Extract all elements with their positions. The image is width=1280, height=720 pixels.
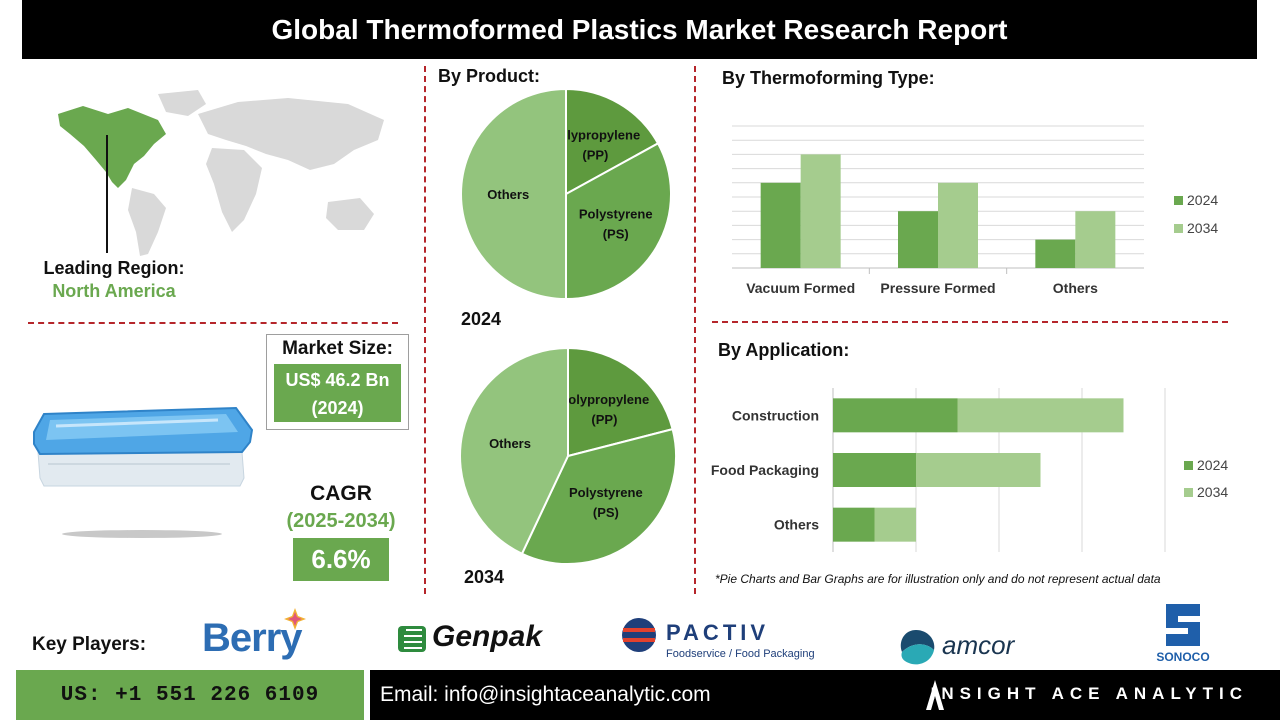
bar-2034 [874, 507, 916, 542]
bar-2034 [800, 154, 841, 268]
product-section-title: By Product: [438, 66, 541, 86]
pie-slice-polystyrene-ps [565, 142, 672, 301]
x-tick-label: Others [1053, 280, 1098, 296]
divider-left [424, 66, 426, 594]
cagr-value: 6.6% [293, 538, 389, 581]
divider-left-h [28, 322, 398, 324]
region-value: North America [52, 281, 176, 301]
pie-slice-polypropylene-pp [567, 346, 674, 458]
pie-label: Polypropylene [560, 392, 650, 407]
pactiv-logo: PACTIV Foodservice / Food Packaging [620, 614, 815, 664]
pactiv-tagline: Foodservice / Food Packaging [666, 648, 815, 660]
legend-swatch-2024 [1184, 461, 1193, 470]
legend-swatch-2024 [1174, 196, 1183, 205]
brand-name: INSIGHT ACE ANALYTIC [930, 684, 1248, 703]
market-size-year: (2024) [311, 398, 364, 418]
divider-right-h [712, 321, 1228, 323]
pie-label: Polystyrene [579, 206, 653, 221]
pie-slice-polypropylene-pp [565, 87, 660, 196]
pie-label: (PS) [603, 226, 629, 241]
genpak-mark-icon [398, 626, 426, 652]
pie-slice-others [460, 87, 567, 301]
pie-2024-year: 2024 [461, 309, 502, 329]
x-tick-label: Pressure Formed [880, 280, 995, 296]
type-section-title: By Thermoforming Type: [722, 68, 935, 88]
pie-2034-year: 2034 [464, 567, 505, 587]
legend-swatch-2034 [1184, 488, 1193, 497]
region-pointer-line [106, 135, 108, 253]
pactiv-globe-icon [622, 618, 656, 652]
amcor-mark-icon [900, 630, 935, 665]
sonoco-mark-icon [1166, 604, 1200, 646]
y-tick-label: Construction [732, 407, 819, 423]
x-tick-label: Vacuum Formed [746, 280, 855, 296]
market-size-label: Market Size: [282, 338, 393, 359]
market-size-card [266, 334, 409, 430]
insight-ace-logo-icon [926, 680, 944, 710]
container-illustration [33, 406, 254, 538]
bar-2034 [938, 182, 978, 268]
market-size-box: US$ 46.2 Bn (2024) [274, 364, 401, 422]
key-players-label: Key Players: [32, 634, 147, 655]
bar-2024 [833, 398, 958, 433]
pie-chart-2024: Polypropylene (PP) Polystyrene (PS) Others [460, 87, 672, 301]
pie-slice-others [459, 346, 569, 556]
bar-2034 [916, 453, 1041, 487]
page-title: Global Thermoformed Plastics Market Rese… [22, 0, 1257, 59]
europe-asia [198, 98, 384, 170]
legend-label-2024: 2024 [1187, 192, 1218, 208]
pie-label: Polystyrene [569, 485, 643, 500]
bar-chart-thermoforming-type: Vacuum Formed Pressure Formed Others 2024 20… [732, 125, 1218, 296]
bar-2034 [957, 398, 1124, 433]
y-tick-label: Food Packaging [711, 462, 819, 478]
legend-label-2034: 2034 [1187, 220, 1218, 236]
bar-2034 [1075, 211, 1116, 268]
bar-2024 [760, 182, 801, 268]
berry-logo: Berry [200, 606, 310, 666]
pie-label: (PS) [593, 505, 619, 520]
north-america-region [58, 106, 166, 188]
pie-chart-2034: Polypropylene (PP) Polystyrene (PS) Others [459, 346, 677, 565]
legend-label-2034: 2034 [1197, 484, 1228, 500]
amcor-logo: amcor [896, 628, 1026, 668]
pie-label: (PP) [582, 147, 608, 162]
pie-label: (PP) [591, 412, 617, 427]
cagr-period: (2025-2034) [286, 510, 396, 532]
pie-label: Others [487, 187, 529, 202]
south-america [128, 188, 166, 256]
sonoco-logo-text: SONOCO [1156, 650, 1210, 664]
greenland [158, 90, 206, 116]
bar-chart-application: Construction Food Packaging Others 2024 2034 [711, 388, 1228, 552]
cagr-label: CAGR [310, 482, 372, 505]
pactiv-logo-text: PACTIV [666, 620, 770, 645]
africa [206, 148, 262, 232]
berry-star-icon [284, 608, 306, 630]
contact-email: Email: info@insightaceanalytic.com [370, 670, 1280, 720]
genpak-logo: Genpak [396, 620, 546, 660]
amcor-logo-text: amcor [942, 630, 1015, 660]
pie-label: Others [489, 436, 531, 451]
sonoco-logo: SONOCO [1150, 602, 1216, 668]
y-tick-label: Others [774, 517, 819, 533]
bar-2024 [833, 453, 916, 487]
genpak-logo-text: Genpak [432, 620, 543, 653]
divider-right [694, 66, 696, 594]
disclaimer: *Pie Charts and Bar Graphs are for illus… [715, 572, 1161, 586]
region-label: Leading Region: [43, 258, 185, 278]
pie-label: Polypropylene [551, 127, 641, 142]
bar-2024 [1035, 239, 1076, 268]
bar-2024 [898, 211, 938, 268]
pie-slice-polystyrene-ps [520, 427, 677, 565]
berry-logo-text: Berry [202, 616, 303, 660]
contact-phone: US: +1 551 226 6109 [16, 670, 364, 720]
legend-label-2024: 2024 [1197, 457, 1228, 473]
market-size-value: US$ 46.2 Bn [285, 370, 390, 390]
application-section-title: By Application: [718, 340, 850, 360]
australia [326, 198, 374, 230]
legend-swatch-2034 [1174, 224, 1183, 233]
world-map [58, 90, 384, 256]
bar-2024 [833, 507, 875, 542]
